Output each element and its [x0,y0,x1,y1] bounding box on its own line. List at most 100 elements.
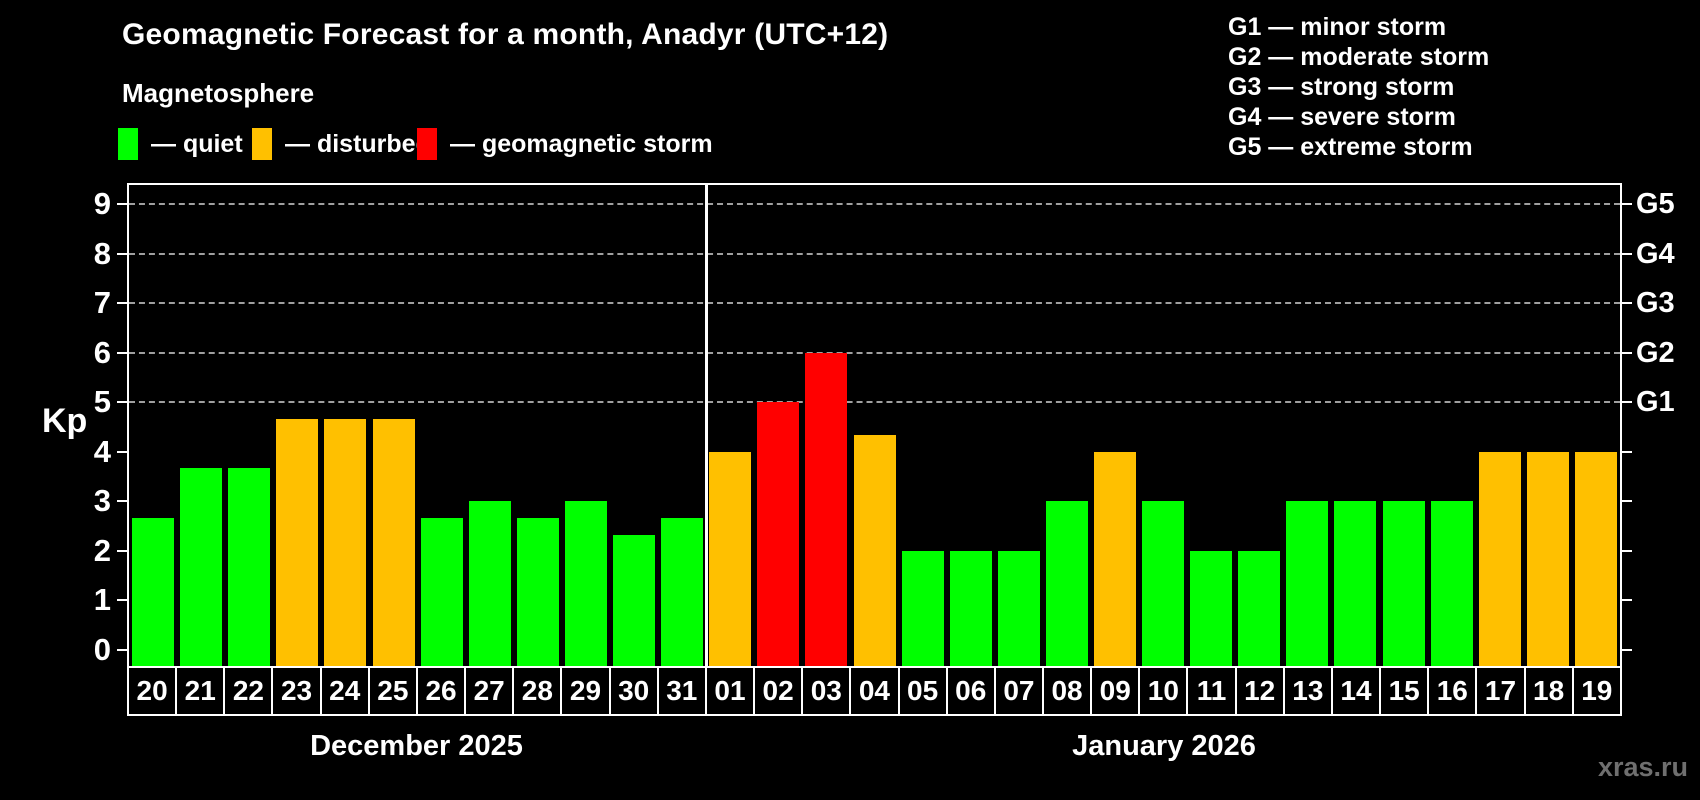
g-axis-label-G5: G5 [1636,188,1675,221]
kp-bar-01 [709,451,752,666]
date-cell-19: 19 [1571,668,1620,714]
legend-label-storm: — geomagnetic storm [450,129,713,158]
date-axis-row: 20 21 22 23 24 25 26 27 28 29 30 31 01 02 03 04 05 06 07 08… [127,668,1622,716]
g-scale-legend-line: G2 — moderate storm [1228,43,1490,71]
plot-area: 0 1 2 3 4 5 6 7 8 9 G5 G4 G3 G2 G1 [94,183,1675,668]
date-cell-15: 15 [1379,668,1427,714]
kp-bar-30 [613,534,656,666]
kp-bar-27 [468,501,511,666]
y-axis-tick-left-8 [117,252,127,255]
date-cell-31: 31 [656,668,705,714]
date-cell-27: 27 [464,668,512,714]
y-axis-label-1: 1 [93,582,111,618]
y-axis-label-9: 9 [93,186,111,222]
y-axis-label-6: 6 [93,334,111,370]
kp-bar-09 [1093,451,1136,666]
date-cell-01: 01 [704,668,753,714]
y-axis-tick-right-7 [1622,302,1632,305]
kp-bar-24 [324,418,367,666]
page-title: Geomagnetic Forecast for a month, Anadyr… [122,18,889,51]
y-axis-tick-right-4 [1622,450,1632,453]
quiet-swatch-icon [118,128,138,160]
grid-line-kp7 [129,302,1620,305]
kp-bar-04 [853,435,896,666]
date-cell-07: 07 [993,668,1042,714]
date-cell-23: 23 [271,668,319,714]
kp-bar-06 [949,550,992,666]
g-scale-legend-line: G1 — minor storm [1228,13,1447,41]
date-cell-29: 29 [560,668,608,714]
y-axis-label-0: 0 [93,632,111,667]
kp-bar-13 [1286,501,1329,666]
kp-bar-10 [1142,501,1185,666]
y-axis-tick-left-1 [117,599,127,602]
date-cell-08: 08 [1041,668,1090,714]
date-cell-02: 02 [753,668,801,714]
kp-bar-28 [516,517,559,666]
kp-bar-12 [1238,550,1281,666]
kp-bar-19 [1574,451,1617,666]
y-axis-tick-left-9 [117,203,127,206]
g-scale-legend: G1 — minor storm G2 — moderate storm G3 … [1228,12,1489,162]
kp-bar-20 [132,517,175,666]
date-cell-20: 20 [127,668,175,714]
month-divider-line [704,185,708,666]
date-cell-05: 05 [897,668,946,714]
y-axis-tick-left-2 [117,549,127,552]
date-cell-14: 14 [1330,668,1379,714]
date-cell-24: 24 [319,668,368,714]
date-cell-28: 28 [512,668,560,714]
kp-bar-22 [228,468,271,666]
y-axis-tick-right-6 [1622,351,1632,354]
date-cell-12: 12 [1234,668,1283,714]
grid-line-kp9 [129,203,1620,206]
date-cell-18: 18 [1523,668,1572,714]
y-axis-tick-left-4 [117,450,127,453]
date-cell-26: 26 [415,668,464,714]
kp-bar-23 [276,418,319,666]
date-cell-03: 03 [801,668,849,714]
disturbed-swatch-icon [252,128,272,160]
date-cell-21: 21 [175,668,223,714]
g-axis-label-G2: G2 [1636,336,1675,369]
y-axis-tick-left-7 [117,302,127,305]
kp-bar-03 [805,352,848,666]
g-axis-label-G1: G1 [1636,386,1675,419]
watermark: xras.ru [1597,752,1688,782]
kp-bar-11 [1190,550,1233,666]
date-cell-17: 17 [1475,668,1523,714]
y-axis-tick-left-3 [117,500,127,503]
y-axis-tick-right-8 [1622,252,1632,255]
kp-bar-16 [1430,501,1473,666]
kp-bar-31 [661,517,704,666]
g-scale-legend-line: G5 — extreme storm [1228,133,1473,161]
y-axis-tick-right-1 [1622,599,1632,602]
y-axis-tick-right-9 [1622,203,1632,206]
y-axis-label-2: 2 [93,532,111,568]
legend-label-quiet: — quiet [151,129,243,158]
date-cell-06: 06 [945,668,994,714]
kp-bar-25 [372,418,415,666]
grid-line-kp5 [129,401,1620,404]
y-axis-tick-right-5 [1622,401,1632,404]
month-label-december: December 2025 [310,730,523,762]
y-axis-tick-left-6 [117,351,127,354]
kp-bar-05 [901,550,944,666]
date-cell-04: 04 [849,668,897,714]
g-axis-label-G4: G4 [1636,237,1675,270]
date-cell-30: 30 [608,668,657,714]
kp-bar-02 [757,402,800,666]
date-cell-22: 22 [223,668,271,714]
month-label-january: January 2026 [1072,730,1256,762]
g-scale-legend-line: G4 — severe storm [1228,103,1456,131]
kp-bar-07 [997,550,1040,666]
y-axis-tick-right-3 [1622,500,1632,503]
magnetosphere-label: Magnetosphere [122,78,315,108]
storm-swatch-icon [417,128,437,160]
kp-bar-14 [1334,501,1377,666]
legend-item-storm: — geomagnetic storm [417,127,713,161]
kp-bar-29 [564,501,607,666]
date-cell-10: 10 [1138,668,1186,714]
date-cell-25: 25 [367,668,416,714]
y-axis-title: Kp [42,402,88,440]
